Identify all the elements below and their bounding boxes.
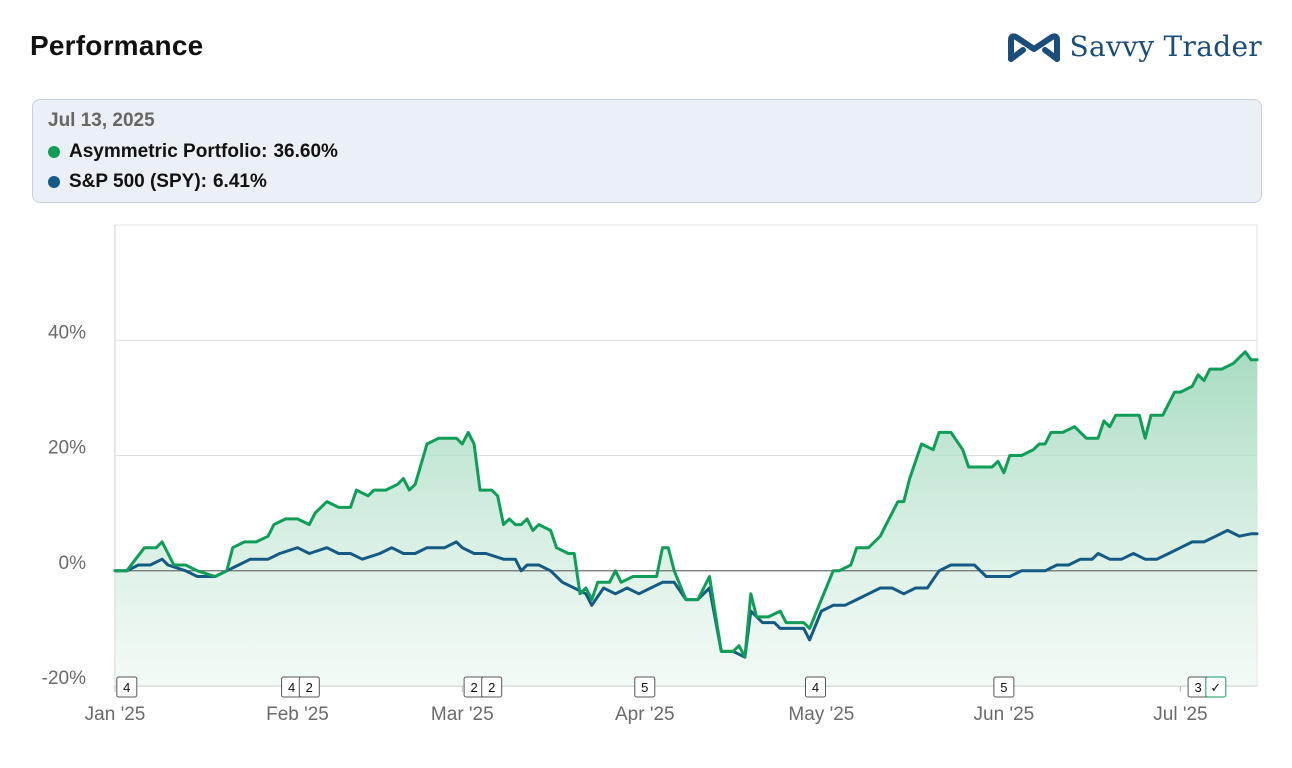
savvy-trader-logo-icon <box>1007 32 1060 62</box>
trade-marker <box>116 676 138 698</box>
trade-marker-label: ✓ <box>1210 680 1221 695</box>
tooltip-label-benchmark: S&P 500 (SPY) <box>69 171 201 192</box>
brand-logo[interactable]: Savvy Trader <box>1007 30 1262 63</box>
x-tick-label: Jul '25 <box>1153 704 1207 725</box>
trade-marker-label: 5 <box>641 680 648 695</box>
chart-tooltip: Jul 13, 2025 Asymmetric Portfolio: 36.60… <box>32 99 1262 203</box>
x-tick-label: Mar '25 <box>431 704 494 725</box>
series-line-portfolio <box>113 350 1259 659</box>
tooltip-value-benchmark: 6.41% <box>212 171 267 192</box>
trade-marker-label: 2 <box>470 680 477 695</box>
trade-marker-label: 4 <box>288 680 295 695</box>
trade-marker-label: 2 <box>488 680 495 695</box>
tooltip-row-benchmark: S&P 500 (SPY): 6.41% <box>48 171 1246 193</box>
trade-marker-label: 4 <box>812 680 819 695</box>
y-tick-label: 0% <box>59 553 87 574</box>
trade-marker-label: 4 <box>123 680 130 695</box>
x-tick-label: Feb '25 <box>266 704 329 725</box>
trade-marker <box>993 676 1015 698</box>
green-dot-icon <box>48 146 60 158</box>
tooltip-date: Jul 13, 2025 <box>48 110 155 131</box>
x-tick-label: Apr '25 <box>615 704 675 725</box>
x-tick-label: May '25 <box>788 704 854 725</box>
x-tick-label: Jan '25 <box>85 704 146 725</box>
y-tick-label: -20% <box>42 668 86 689</box>
trade-marker-label: 2 <box>306 680 313 695</box>
trade-marker <box>481 676 503 698</box>
portfolio-area-fill <box>115 351 1257 686</box>
trade-marker <box>634 676 656 698</box>
trade-marker-label: 5 <box>1000 680 1007 695</box>
trade-marker <box>1205 676 1227 698</box>
x-tick-label: Jun '25 <box>974 704 1035 725</box>
blue-dot-icon <box>48 176 60 188</box>
trade-marker <box>298 676 320 698</box>
trade-marker <box>805 676 826 698</box>
tooltip-row-portfolio: Asymmetric Portfolio: 36.60% <box>48 141 1246 163</box>
page-title: Performance <box>30 30 204 61</box>
brand-name: Savvy Trader <box>1069 30 1262 63</box>
tooltip-value-portfolio: 36.60% <box>273 141 338 162</box>
y-tick-label: 20% <box>48 438 86 459</box>
tooltip-label-portfolio: Asymmetric Portfolio <box>69 141 262 162</box>
trade-marker-label: 3 <box>1194 680 1201 695</box>
y-tick-label: 40% <box>48 322 86 343</box>
series-line-spy <box>113 528 1259 659</box>
